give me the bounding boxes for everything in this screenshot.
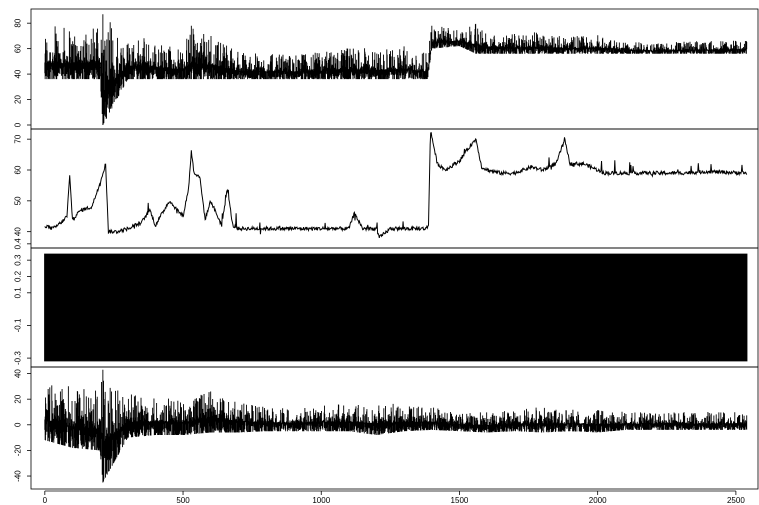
x-tick-label: 2000	[589, 496, 607, 505]
panel-4-y-axis: -40 -20 0 20 40	[14, 369, 31, 482]
y-tick-label: 40	[14, 227, 23, 236]
x-tick-label: 1000	[312, 496, 330, 505]
x-tick-label: 0	[43, 496, 48, 505]
panel-1-series	[44, 14, 748, 125]
panel-4-frame	[30, 366, 759, 490]
panel-3-series	[44, 253, 748, 362]
panel-2-y-axis: 40 50 60 70	[14, 134, 31, 236]
y-tick-label: 60	[14, 165, 23, 174]
y-tick-label: -20	[14, 444, 23, 456]
panel-2-series	[44, 132, 748, 238]
y-tick-label: 40	[14, 69, 23, 78]
y-tick-label: 0	[14, 422, 23, 427]
y-tick-label: 0.2	[14, 270, 23, 282]
x-tick-label: 2500	[727, 496, 745, 505]
panels-group: 0 20 40 60 80 40 50 60 70 -0.3 -0.1 0.1 0.2 0.3 0.4 -40…	[14, 8, 759, 490]
panel-3: -0.3 -0.1 0.1 0.2 0.3 0.4	[14, 238, 759, 368]
y-tick-label: 0.3	[14, 254, 23, 266]
panel-2-trace	[44, 132, 748, 238]
y-tick-label: 70	[14, 134, 23, 143]
y-tick-label: 0	[14, 122, 23, 127]
y-tick-label: 0.4	[14, 238, 23, 250]
panel-1: 0 20 40 60 80	[14, 8, 759, 130]
y-tick-label: 20	[14, 394, 23, 403]
shared-x-axis: 0 500 1000 1500 2000 2500	[43, 490, 745, 505]
y-tick-label: -0.3	[14, 351, 23, 365]
panel-4-series	[44, 369, 748, 483]
y-tick-label: -0.1	[14, 318, 23, 332]
panel-2: 40 50 60 70	[14, 128, 759, 249]
panel-1-y-axis: 0 20 40 60 80	[14, 18, 31, 127]
y-tick-label: 20	[14, 95, 23, 104]
y-tick-label: -40	[14, 470, 23, 482]
y-tick-label: 0.1	[14, 287, 23, 299]
panel-4: -40 -20 0 20 40	[14, 366, 759, 490]
y-tick-label: 80	[14, 18, 23, 27]
panel-4-trace	[44, 369, 748, 483]
x-tick-label: 500	[176, 496, 190, 505]
panel-3-trace	[44, 253, 748, 362]
y-tick-label: 40	[14, 369, 23, 378]
panel-3-y-axis: -0.3 -0.1 0.1 0.2 0.3 0.4	[14, 238, 31, 365]
y-tick-label: 60	[14, 44, 23, 53]
x-tick-label: 1500	[451, 496, 469, 505]
panel-1-trace	[44, 14, 748, 125]
y-tick-label: 50	[14, 196, 23, 205]
